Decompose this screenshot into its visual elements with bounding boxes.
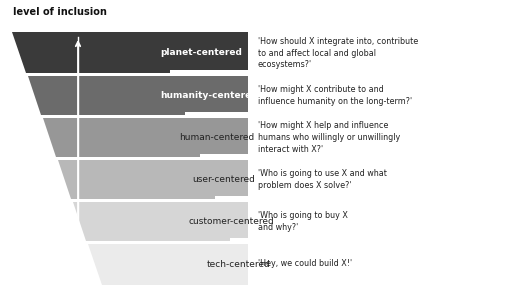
Polygon shape (27, 76, 248, 115)
Text: 'How might X help and influence
humans who willingly or unwillingly
interact wit: 'How might X help and influence humans w… (258, 121, 400, 154)
Bar (170, 70, 248, 73)
Polygon shape (58, 160, 248, 199)
Text: 'Hey, we could build X!': 'Hey, we could build X!' (258, 259, 352, 268)
Polygon shape (43, 118, 248, 157)
Bar (200, 154, 248, 158)
Text: user-centered: user-centered (193, 175, 256, 184)
Text: 'Who is going to buy X
and why?': 'Who is going to buy X and why?' (258, 211, 348, 232)
Bar (215, 196, 248, 200)
Polygon shape (72, 202, 248, 241)
Text: 'Who is going to use X and what
problem does X solve?': 'Who is going to use X and what problem … (258, 169, 387, 190)
Text: humanity-centered: humanity-centered (160, 91, 258, 100)
Text: tech-centered: tech-centered (207, 260, 271, 269)
Text: customer-centered: customer-centered (188, 217, 275, 226)
Text: planet-centered: planet-centered (161, 48, 242, 57)
Polygon shape (88, 244, 248, 285)
Text: human-centered: human-centered (179, 133, 254, 142)
Text: 'How might X contribute to and
influence humanity on the long-term?': 'How might X contribute to and influence… (258, 85, 412, 106)
Bar (230, 238, 248, 242)
Bar (185, 112, 248, 115)
Text: level of inclusion: level of inclusion (13, 7, 107, 17)
Polygon shape (12, 32, 248, 73)
Text: 'How should X integrate into, contribute
to and affect local and global
ecosyste: 'How should X integrate into, contribute… (258, 37, 418, 69)
